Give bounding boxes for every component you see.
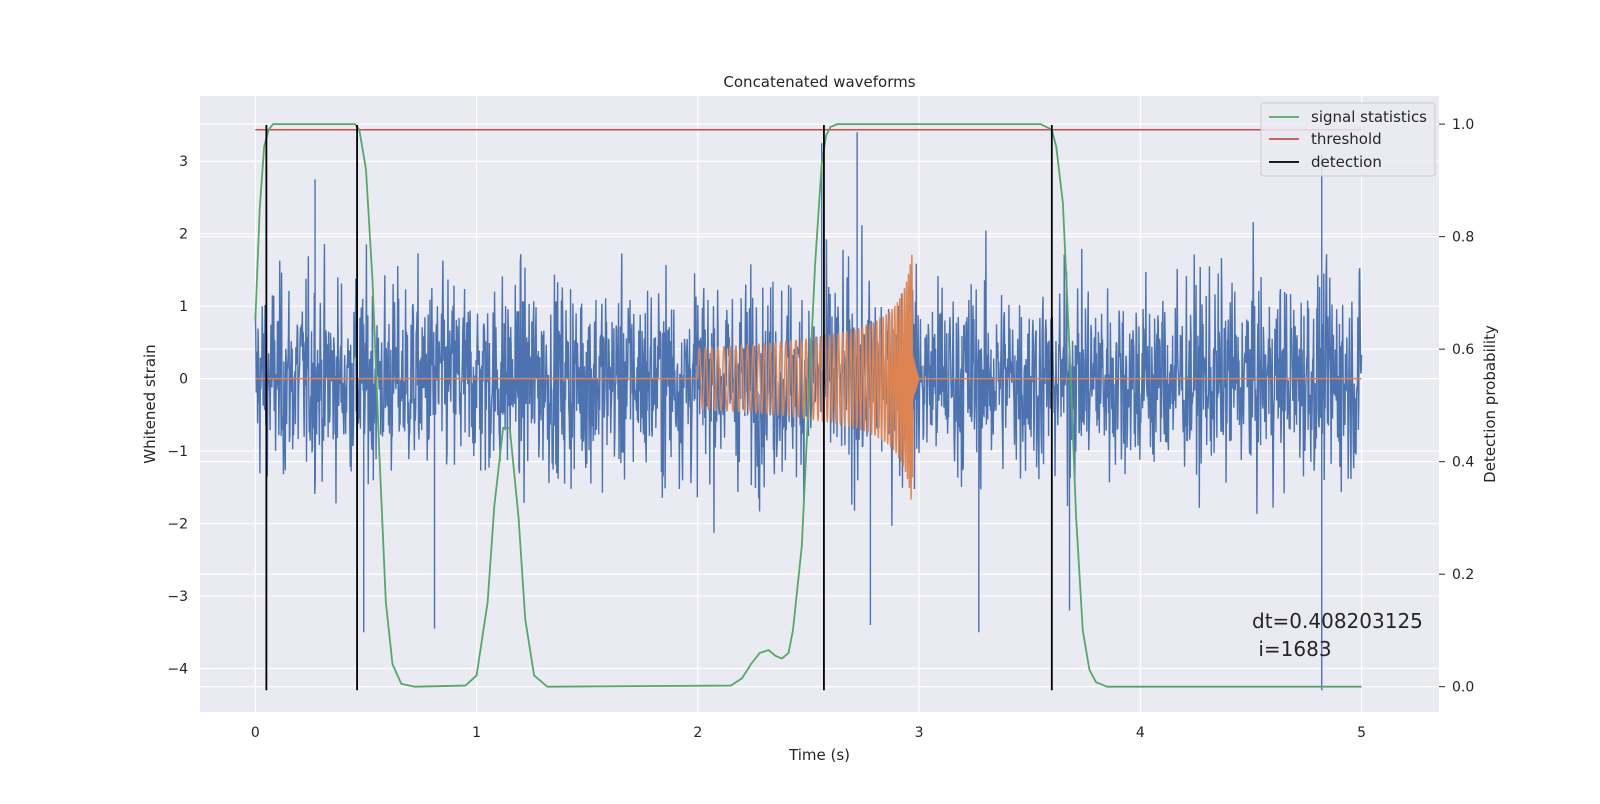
y-tick-label: 2 bbox=[179, 227, 188, 243]
y-tick-label: −2 bbox=[167, 517, 188, 533]
x-tick-label: 0 bbox=[251, 725, 260, 741]
legend-label-threshold: threshold bbox=[1311, 130, 1382, 148]
y2-tick-label: 0.2 bbox=[1452, 567, 1474, 583]
annotation-dt: dt=0.408203125 bbox=[1252, 609, 1423, 633]
y2-tick-label: 0.6 bbox=[1452, 342, 1474, 358]
tick-labels: 0 1 2 3 4 5 −4 −3 −2 −1 0 1 2 3 0.0 0.2 0.4 0.6 0.8 1.0 bbox=[167, 117, 1474, 741]
y-axis-label: Whitened strain bbox=[141, 344, 159, 463]
y-tick-label: 3 bbox=[179, 154, 188, 170]
x-tick-label: 4 bbox=[1136, 725, 1145, 741]
dt-annotation: dt=0.408203125 i=1683 bbox=[1252, 609, 1423, 661]
noise-series-line bbox=[254, 132, 1363, 691]
legend: signal statistics threshold detection bbox=[1260, 102, 1436, 177]
y-tick-label: 1 bbox=[179, 299, 188, 315]
legend-box bbox=[1260, 102, 1436, 177]
y2-tick-label: 0.8 bbox=[1452, 230, 1474, 246]
annotation-i: i=1683 bbox=[1252, 637, 1332, 661]
legend-label-detection: detection bbox=[1311, 153, 1382, 171]
y2-axis-label: Detection probability bbox=[1481, 325, 1499, 483]
x-tick-label: 1 bbox=[472, 725, 481, 741]
signal-statistics-line bbox=[254, 123, 1362, 688]
x-tick-label: 5 bbox=[1357, 725, 1366, 741]
series-layer bbox=[254, 123, 1363, 691]
y-tick-label: −1 bbox=[167, 444, 188, 460]
y2-tick-label: 1.0 bbox=[1452, 117, 1474, 133]
chirp-series-line bbox=[255, 254, 1362, 500]
y2-tick-label: 0.0 bbox=[1452, 680, 1474, 696]
y-tick-label: −4 bbox=[167, 662, 188, 678]
legend-label-signal-statistics: signal statistics bbox=[1311, 108, 1427, 126]
chart-title: Concatenated waveforms bbox=[723, 73, 915, 91]
x-tick-label: 2 bbox=[693, 725, 702, 741]
x-tick-label: 3 bbox=[915, 725, 924, 741]
y-tick-label: 0 bbox=[179, 372, 188, 388]
y2-tick-label: 0.4 bbox=[1452, 455, 1474, 471]
x-axis-label: Time (s) bbox=[788, 746, 850, 764]
y-tick-label: −3 bbox=[167, 589, 188, 605]
